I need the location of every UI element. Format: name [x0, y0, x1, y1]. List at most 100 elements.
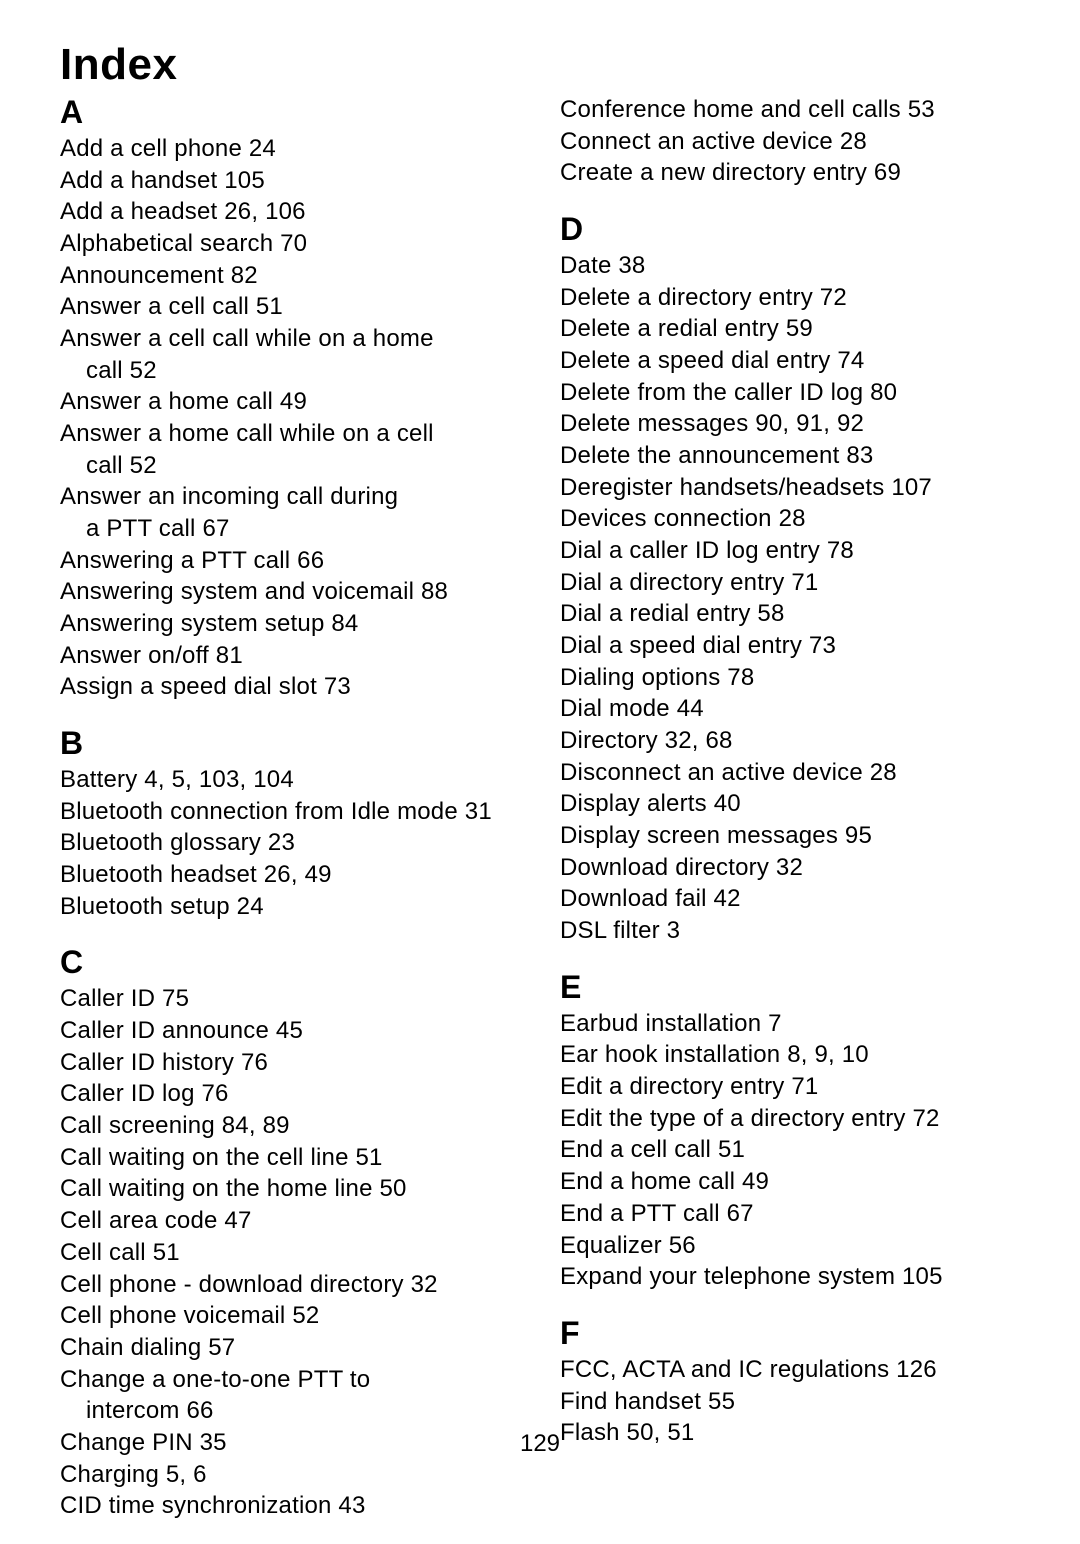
index-entry-line: Dial a speed dial entry 73 [560, 630, 1020, 662]
index-entry: Delete from the caller ID log 80 [560, 377, 1020, 409]
index-entry: Answer an incoming call duringa PTT call… [60, 481, 520, 544]
index-entry-line: Earbud installation 7 [560, 1008, 1020, 1040]
index-entry: Call waiting on the cell line 51 [60, 1142, 520, 1174]
index-entry: Answer a home call 49 [60, 386, 520, 418]
index-entry-line: Alphabetical search 70 [60, 228, 520, 260]
index-entry: Dialing options 78 [560, 662, 1020, 694]
index-entry: Conference home and cell calls 53 [560, 94, 1020, 126]
index-entry: Answer on/off 81 [60, 640, 520, 672]
index-entry: Delete the announcement 83 [560, 440, 1020, 472]
index-entry: Answering system setup 84 [60, 608, 520, 640]
index-entry: Bluetooth glossary 23 [60, 827, 520, 859]
index-entry-line: Answer a cell call 51 [60, 291, 520, 323]
index-entry-line: Cell phone - download directory 32 [60, 1269, 520, 1301]
section-letter: A [60, 94, 520, 131]
index-entry: Cell phone - download directory 32 [60, 1269, 520, 1301]
index-entry: Caller ID history 76 [60, 1047, 520, 1079]
index-entry: Ear hook installation 8, 9, 10 [560, 1039, 1020, 1071]
index-entry: Devices connection 28 [560, 503, 1020, 535]
index-entry: Dial a directory entry 71 [560, 567, 1020, 599]
section-letter: F [560, 1315, 1020, 1352]
index-entry-line: Answering system setup 84 [60, 608, 520, 640]
index-entry: Delete a redial entry 59 [560, 313, 1020, 345]
index-entry: Caller ID announce 45 [60, 1015, 520, 1047]
index-entry: DSL filter 3 [560, 915, 1020, 947]
index-entry: Dial a redial entry 58 [560, 598, 1020, 630]
index-entry-line: Call waiting on the home line 50 [60, 1173, 520, 1205]
index-entry-line: Call waiting on the cell line 51 [60, 1142, 520, 1174]
index-section: AAdd a cell phone 24Add a handset 105Add… [60, 94, 520, 703]
index-entry-line: Display alerts 40 [560, 788, 1020, 820]
index-entry: Equalizer 56 [560, 1230, 1020, 1262]
index-entry: Edit the type of a directory entry 72 [560, 1103, 1020, 1135]
index-entry-line: Directory 32, 68 [560, 725, 1020, 757]
index-entry-line: Cell phone voicemail 52 [60, 1300, 520, 1332]
index-entry: Caller ID 75 [60, 983, 520, 1015]
index-entry-line: Bluetooth glossary 23 [60, 827, 520, 859]
index-entry: Disconnect an active device 28 [560, 757, 1020, 789]
index-entry: Delete messages 90, 91, 92 [560, 408, 1020, 440]
index-entry-line: Answer on/off 81 [60, 640, 520, 672]
index-entry: Chain dialing 57 [60, 1332, 520, 1364]
index-entry: Answer a cell call while on a homecall 5… [60, 323, 520, 386]
index-entry-line: End a home call 49 [560, 1166, 1020, 1198]
index-entry-line: Devices connection 28 [560, 503, 1020, 535]
index-entry: Earbud installation 7 [560, 1008, 1020, 1040]
index-entry: Answering system and voicemail 88 [60, 576, 520, 608]
index-entry: Bluetooth setup 24 [60, 891, 520, 923]
index-entry-line: Date 38 [560, 250, 1020, 282]
index-entry: Dial a caller ID log entry 78 [560, 535, 1020, 567]
index-entry-line: Dialing options 78 [560, 662, 1020, 694]
index-entry: Caller ID log 76 [60, 1078, 520, 1110]
index-entry-line: Dial a directory entry 71 [560, 567, 1020, 599]
index-entry: Edit a directory entry 71 [560, 1071, 1020, 1103]
index-entry: Deregister handsets/headsets 107 [560, 472, 1020, 504]
index-entry-line: Bluetooth headset 26, 49 [60, 859, 520, 891]
index-entry-line: CID time synchronization 43 [60, 1490, 520, 1522]
index-entry-line: Charging 5, 6 [60, 1459, 520, 1491]
section-letter: B [60, 725, 520, 762]
index-entry: Connect an active device 28 [560, 126, 1020, 158]
index-entry: Cell phone voicemail 52 [60, 1300, 520, 1332]
index-entry: Answer a cell call 51 [60, 291, 520, 323]
index-entry-line: Answering a PTT call 66 [60, 545, 520, 577]
index-entry-line: Answering system and voicemail 88 [60, 576, 520, 608]
index-entry: Assign a speed dial slot 73 [60, 671, 520, 703]
index-entry: Charging 5, 6 [60, 1459, 520, 1491]
index-entry-line: Bluetooth connection from Idle mode 31 [60, 796, 520, 828]
index-entry: CID time synchronization 43 [60, 1490, 520, 1522]
index-entry-line: Create a new directory entry 69 [560, 157, 1020, 189]
index-entry-line: Equalizer 56 [560, 1230, 1020, 1262]
index-columns: AAdd a cell phone 24Add a handset 105Add… [60, 94, 1020, 1544]
index-entry-line: Delete a speed dial entry 74 [560, 345, 1020, 377]
index-entry: Download fail 42 [560, 883, 1020, 915]
index-entry-line: Add a headset 26, 106 [60, 196, 520, 228]
index-entry-line: Delete the announcement 83 [560, 440, 1020, 472]
index-entry-line: call 52 [60, 355, 520, 387]
index-entry-line: Call screening 84, 89 [60, 1110, 520, 1142]
index-entry-line: Dial a caller ID log entry 78 [560, 535, 1020, 567]
index-entry-line: Edit the type of a directory entry 72 [560, 1103, 1020, 1135]
section-letter: D [560, 211, 1020, 248]
index-entry-line: Answer an incoming call during [60, 481, 520, 513]
index-entry-line: Find handset 55 [560, 1386, 1020, 1418]
index-entry-line: Bluetooth setup 24 [60, 891, 520, 923]
index-entry-line: Deregister handsets/headsets 107 [560, 472, 1020, 504]
right-column: Conference home and cell calls 53Connect… [560, 94, 1020, 1544]
index-entry: Add a handset 105 [60, 165, 520, 197]
index-entry-line: Add a handset 105 [60, 165, 520, 197]
index-section: DDate 38Delete a directory entry 72Delet… [560, 211, 1020, 947]
index-entry-line: Caller ID announce 45 [60, 1015, 520, 1047]
index-entry-line: a PTT call 67 [60, 513, 520, 545]
index-section: EEarbud installation 7Ear hook installat… [560, 969, 1020, 1293]
index-entry-line: Answer a home call while on a cell [60, 418, 520, 450]
index-entry-line: Caller ID log 76 [60, 1078, 520, 1110]
index-entry: Display screen messages 95 [560, 820, 1020, 852]
index-entry: Cell area code 47 [60, 1205, 520, 1237]
index-entry-line: Chain dialing 57 [60, 1332, 520, 1364]
index-entry-line: Answer a home call 49 [60, 386, 520, 418]
index-entry: Find handset 55 [560, 1386, 1020, 1418]
index-entry: Battery 4, 5, 103, 104 [60, 764, 520, 796]
section-letter: C [60, 944, 520, 981]
index-section: BBattery 4, 5, 103, 104Bluetooth connect… [60, 725, 520, 922]
